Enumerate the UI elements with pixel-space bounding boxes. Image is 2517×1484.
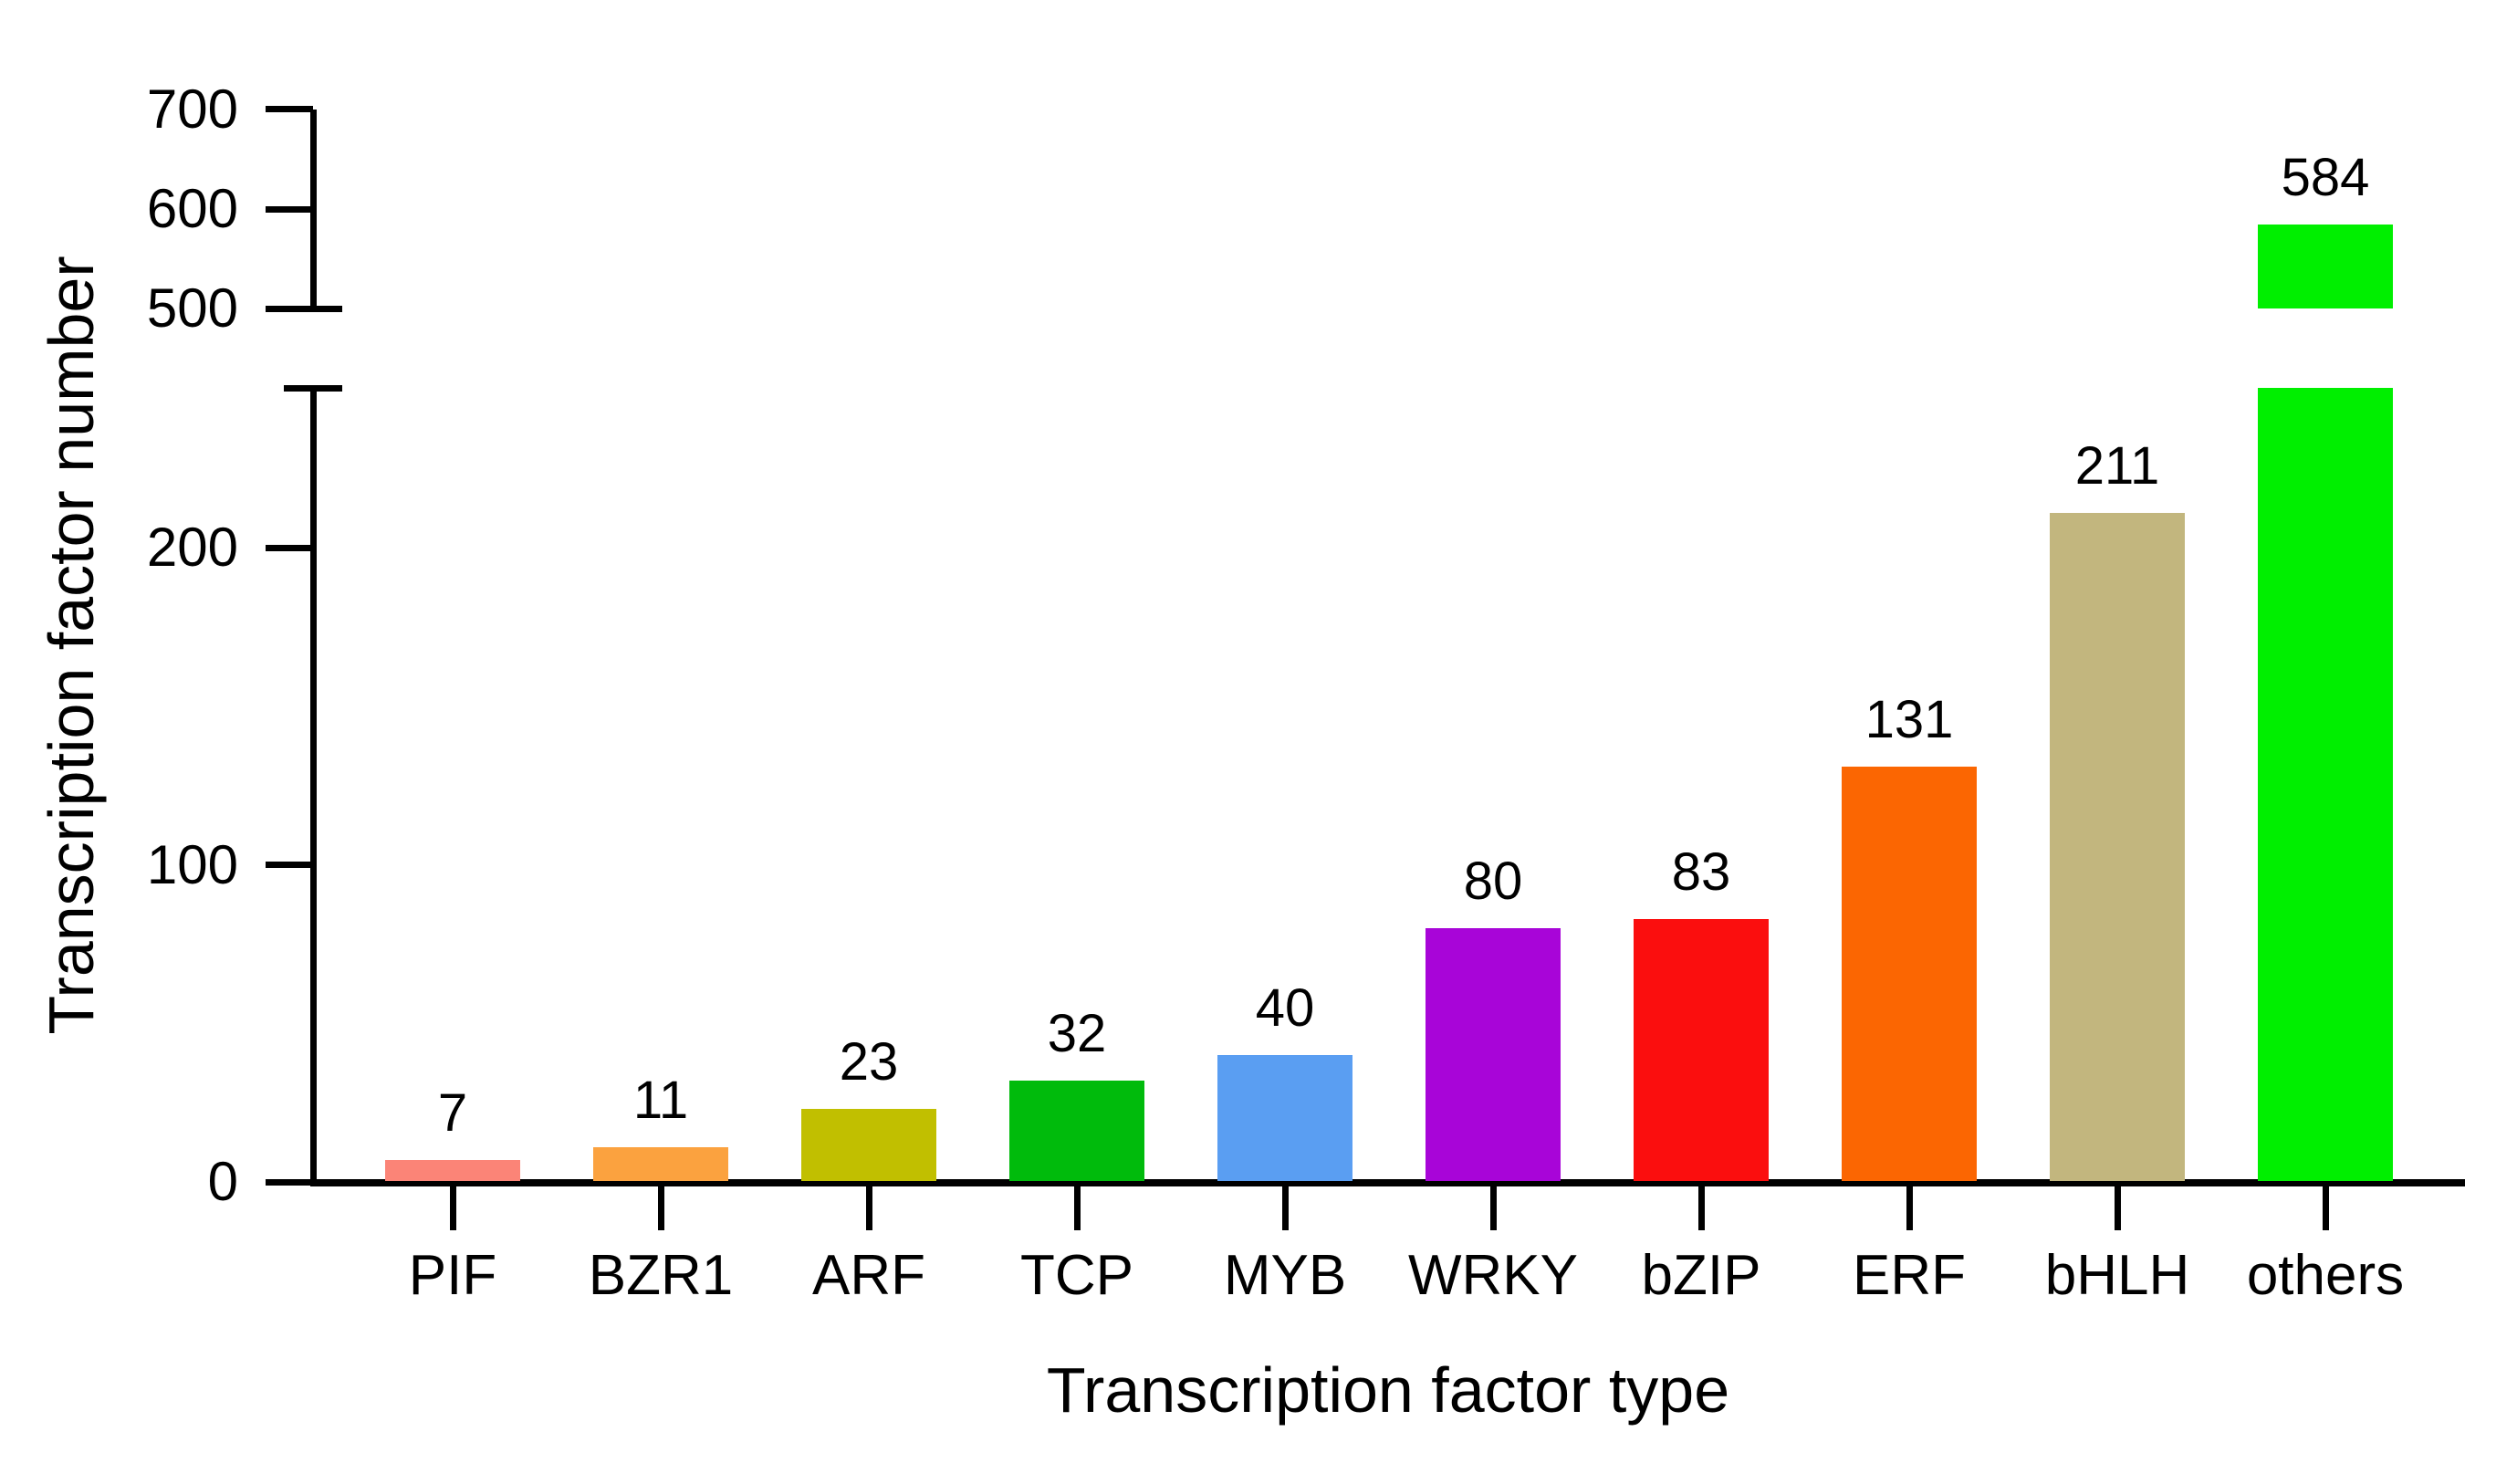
upper-y-axis-line [310,110,317,312]
x-tick [658,1186,664,1230]
x-tick-label: BZR1 [588,1244,734,1307]
lower-y-axis-line [310,388,317,1186]
bar [801,1109,936,1181]
y-tick-label: 0 [207,1151,238,1212]
bar-value-label: 7 [437,1083,468,1143]
bar [2258,388,2393,1181]
bar [1842,767,1977,1181]
x-axis-title: Transcription factor type [1046,1354,1730,1426]
x-tick-label: bHLH [2044,1244,2190,1307]
y-tick-label: 600 [146,178,238,239]
x-tick-label: WRKY [1408,1244,1578,1307]
bar-value-label: 40 [1255,978,1315,1038]
bar-value-label: 11 [632,1071,689,1130]
bar [2050,513,2185,1181]
bar-upper-segment [2258,225,2393,308]
x-axis-line [310,1179,2465,1186]
x-tick [1074,1186,1081,1230]
bar-value-label: 32 [1047,1004,1107,1063]
x-tick [1906,1186,1913,1230]
y-tick [266,1179,313,1186]
bar [593,1147,728,1181]
x-tick [2115,1186,2121,1230]
y-tick-label: 200 [146,517,238,578]
axis-break-cap-lower [284,385,342,392]
x-tick [866,1186,872,1230]
x-tick-label: MYB [1223,1244,1347,1307]
bar [1426,928,1561,1181]
x-tick-label: bZIP [1641,1244,1761,1307]
x-tick-label: others [2246,1244,2405,1307]
x-tick-label: TCP [1020,1244,1133,1307]
bar [1009,1081,1144,1181]
x-tick-label: ARF [812,1244,925,1307]
bar-value-label: 211 [2074,436,2160,496]
x-tick [1490,1186,1497,1230]
bar-value-label: 584 [2281,148,2370,207]
y-axis-title: Transcription factor number [36,256,107,1035]
bar [385,1160,520,1181]
y-tick [266,862,313,868]
x-tick-label: PIF [408,1244,497,1307]
x-tick [2323,1186,2329,1230]
y-tick-label: 500 [146,277,238,339]
y-tick [266,206,313,213]
y-tick [266,545,313,551]
axis-break-cap-upper [266,306,342,312]
bar [1634,919,1769,1181]
y-tick [266,106,313,112]
x-tick-label: ERF [1853,1244,1966,1307]
bar-value-label: 83 [1671,842,1731,902]
y-tick-label: 100 [146,834,238,895]
y-tick-label: 700 [146,78,238,140]
x-tick [1698,1186,1705,1230]
bar-value-label: 131 [1864,690,1954,749]
bar-value-label: 23 [839,1032,899,1092]
bar-value-label: 80 [1463,852,1523,911]
x-tick [1282,1186,1289,1230]
bar [1217,1055,1352,1181]
x-tick [450,1186,456,1230]
